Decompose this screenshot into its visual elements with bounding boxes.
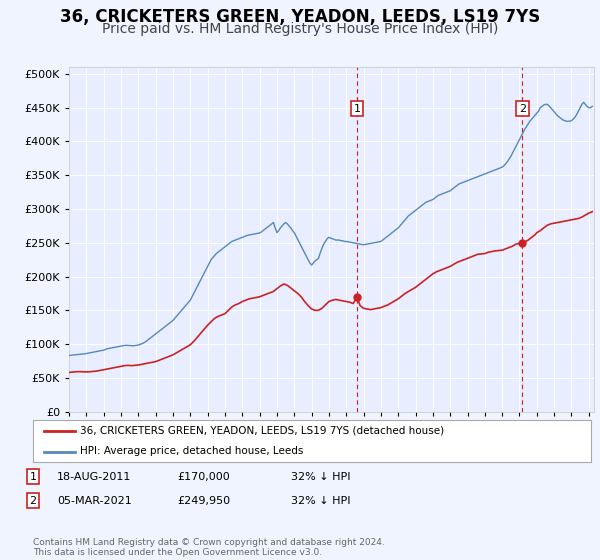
Text: 36, CRICKETERS GREEN, YEADON, LEEDS, LS19 7YS: 36, CRICKETERS GREEN, YEADON, LEEDS, LS1… xyxy=(60,8,540,26)
Text: £249,950: £249,950 xyxy=(177,496,230,506)
Text: 32% ↓ HPI: 32% ↓ HPI xyxy=(291,496,350,506)
Text: 36, CRICKETERS GREEN, YEADON, LEEDS, LS19 7YS (detached house): 36, CRICKETERS GREEN, YEADON, LEEDS, LS1… xyxy=(80,426,445,436)
Text: 32% ↓ HPI: 32% ↓ HPI xyxy=(291,472,350,482)
Text: £170,000: £170,000 xyxy=(177,472,230,482)
Text: 18-AUG-2011: 18-AUG-2011 xyxy=(57,472,131,482)
Text: 1: 1 xyxy=(353,104,361,114)
Text: Price paid vs. HM Land Registry's House Price Index (HPI): Price paid vs. HM Land Registry's House … xyxy=(102,22,498,36)
Text: 05-MAR-2021: 05-MAR-2021 xyxy=(57,496,132,506)
Text: 2: 2 xyxy=(29,496,37,506)
Text: 1: 1 xyxy=(29,472,37,482)
Text: 2: 2 xyxy=(519,104,526,114)
Text: HPI: Average price, detached house, Leeds: HPI: Average price, detached house, Leed… xyxy=(80,446,304,456)
Text: Contains HM Land Registry data © Crown copyright and database right 2024.
This d: Contains HM Land Registry data © Crown c… xyxy=(33,538,385,557)
